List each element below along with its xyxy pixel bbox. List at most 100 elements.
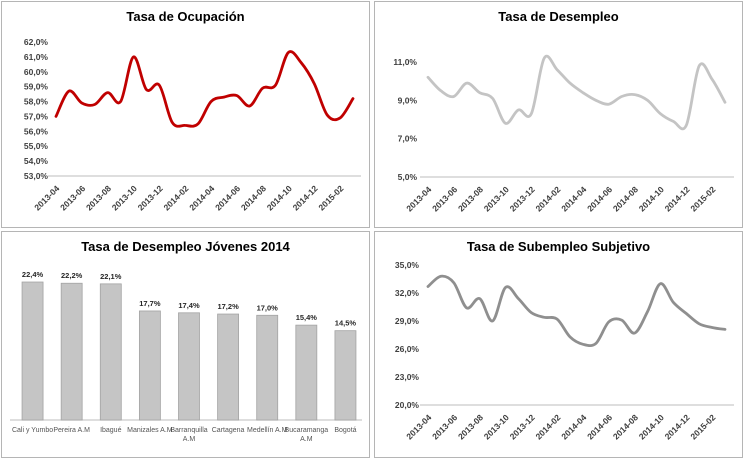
- x-tick-label: 2013-04: [32, 183, 61, 212]
- chart-title-subempleo: Tasa de Subempleo Subjetivo: [466, 239, 651, 254]
- y-tick-label: 61,0%: [24, 52, 49, 62]
- x-tick-label: 2015-02: [688, 184, 717, 213]
- bar-category-label: Barranquilla: [170, 427, 207, 434]
- bar-chart-desempleo-jovenes: 22,4% Cali y Yumbo 22,2% Pereira A.M 22,1% Ib…: [10, 270, 362, 443]
- bar-category-label: Bogotá: [334, 427, 356, 434]
- y-tick-label: 62,0%: [24, 37, 49, 47]
- y-tick-label: 56,0%: [24, 126, 49, 136]
- y-tick-label: 58,0%: [24, 97, 49, 107]
- y-tick-label: 53,0%: [24, 171, 49, 181]
- x-tick-label: 2014-04: [559, 184, 588, 213]
- bar-value-label: 17,2%: [217, 302, 239, 311]
- x-tick-label: 2013-10: [482, 184, 511, 213]
- x-tick-label: 2013-10: [482, 412, 511, 441]
- line-chart-desempleo: 11,0%9,0%7,0%5,0%2013-042013-062013-0820…: [393, 54, 734, 213]
- panel-tasa-subempleo: Tasa de Subempleo Subjetivo 35,0% 32,0% 29…: [374, 231, 743, 458]
- x-tick-label: 2014-12: [663, 412, 692, 441]
- x-tick-label: 2014-02: [533, 412, 562, 441]
- chart-title-desempleo: Tasa de Desempleo: [498, 9, 619, 24]
- y-tick-label: 11,0%: [393, 57, 417, 67]
- line-series: [426, 274, 727, 348]
- x-tick-label: 2014-10: [637, 412, 666, 441]
- x-tick-label: 2014-08: [611, 412, 640, 441]
- x-tick-label: 2013-12: [508, 184, 537, 213]
- x-tick-label: 2015-02: [688, 412, 717, 441]
- bar: [217, 313, 240, 421]
- x-tick-label: 2013-06: [58, 183, 87, 212]
- y-tick-label: 54,0%: [24, 156, 49, 166]
- bar: [138, 310, 161, 421]
- chart-title-ocupacion: Tasa de Ocupación: [126, 9, 245, 24]
- bar-value-label: 22,1%: [100, 272, 122, 281]
- x-tick-label: 2013-08: [456, 184, 485, 213]
- y-tick-label: 59,0%: [24, 82, 49, 92]
- line-series: [54, 50, 355, 128]
- panel-tasa-desempleo-jovenes: Tasa de Desempleo Jóvenes 2014 22,4% Cali…: [1, 231, 370, 458]
- y-tick-label: 26,0%: [395, 344, 420, 354]
- bar-category-label: A.M: [183, 436, 196, 443]
- y-tick-label: 23,0%: [395, 372, 420, 382]
- x-tick-label: 2013-12: [508, 412, 537, 441]
- bar-value-label: 14,5%: [335, 319, 357, 328]
- bar: [99, 283, 122, 421]
- y-tick-label: 35,0%: [395, 260, 420, 270]
- x-tick-label: 2013-12: [136, 183, 165, 212]
- x-tick-label: 2014-08: [239, 183, 268, 212]
- x-tick-label: 2013-08: [456, 412, 485, 441]
- x-tick-label: 2015-02: [316, 183, 345, 212]
- bar-category-label: A.M: [300, 436, 313, 443]
- x-tick-label: 2013-06: [430, 184, 459, 213]
- bar-category-label: Manizales A.M: [127, 427, 173, 434]
- bar: [21, 281, 44, 421]
- line-chart-ocupacion: 62,0% 61,0% 60,0% 59,0% 58,0% 57,0% 56,0% 55,0%…: [24, 37, 361, 212]
- bar-category-label: Medellín A.M: [247, 427, 288, 434]
- x-tick-label: 2014-10: [265, 183, 294, 212]
- y-tick-label: 55,0%: [24, 141, 49, 151]
- bar: [334, 330, 357, 421]
- x-tick-label: 2013-04: [404, 184, 433, 213]
- bar: [60, 282, 83, 421]
- bar-value-label: 17,0%: [257, 303, 279, 312]
- x-tick-label: 2013-06: [430, 412, 459, 441]
- y-tick-label: 32,0%: [395, 288, 420, 298]
- bar-category-label: Ibagué: [100, 427, 122, 434]
- x-tick-label: 2013-04: [404, 412, 433, 441]
- y-tick-label: 7,0%: [398, 134, 418, 144]
- x-tick-label: 2013-08: [84, 183, 113, 212]
- panel-tasa-ocupacion: Tasa de Ocupación 62,0% 61,0% 60,0% 59,0% 58…: [1, 1, 370, 228]
- x-tick-label: 2014-12: [291, 183, 320, 212]
- x-tick-label: 2014-06: [585, 184, 614, 213]
- line-chart-subempleo: 35,0%32,0%29,0%26,0%23,0%20,0%2013-04201…: [395, 260, 734, 441]
- bar-value-label: 17,4%: [178, 301, 200, 310]
- bar-category-label: Cali y Yumbo: [12, 427, 53, 434]
- bar-category-label: Cartagena: [212, 427, 245, 434]
- x-tick-label: 2014-10: [637, 184, 666, 213]
- bar: [295, 324, 318, 421]
- y-tick-label: 5,0%: [398, 172, 418, 182]
- y-tick-label: 9,0%: [398, 95, 418, 105]
- bar-value-label: 15,4%: [296, 313, 318, 322]
- x-tick-label: 2014-08: [611, 184, 640, 213]
- y-tick-label: 57,0%: [24, 111, 49, 121]
- y-tick-label: 29,0%: [395, 316, 420, 326]
- y-tick-label: 60,0%: [24, 67, 49, 77]
- x-tick-label: 2014-04: [559, 412, 588, 441]
- bar-value-label: 17,7%: [139, 299, 161, 308]
- x-tick-label: 2014-04: [187, 183, 216, 212]
- bar-category-label: Bucaramanga: [285, 427, 329, 434]
- bar-value-label: 22,4%: [22, 270, 44, 279]
- bar-category-label: Pereira A.M: [53, 427, 90, 434]
- bar: [178, 312, 200, 421]
- x-tick-label: 2014-12: [663, 184, 692, 213]
- x-tick-label: 2014-02: [533, 184, 562, 213]
- x-tick-label: 2014-02: [161, 183, 190, 212]
- chart-title-desempleo-jovenes: Tasa de Desempleo Jóvenes 2014: [81, 239, 290, 254]
- bar-value-label: 22,2%: [61, 271, 83, 280]
- y-tick-label: 20,0%: [395, 400, 420, 410]
- x-tick-label: 2013-10: [110, 183, 139, 212]
- x-tick-label: 2014-06: [585, 412, 614, 441]
- panel-tasa-desempleo: Tasa de Desempleo 11,0% 9,0% 7,0% 5,0% 2013-…: [374, 1, 743, 228]
- bar: [256, 314, 279, 421]
- line-series: [426, 54, 727, 131]
